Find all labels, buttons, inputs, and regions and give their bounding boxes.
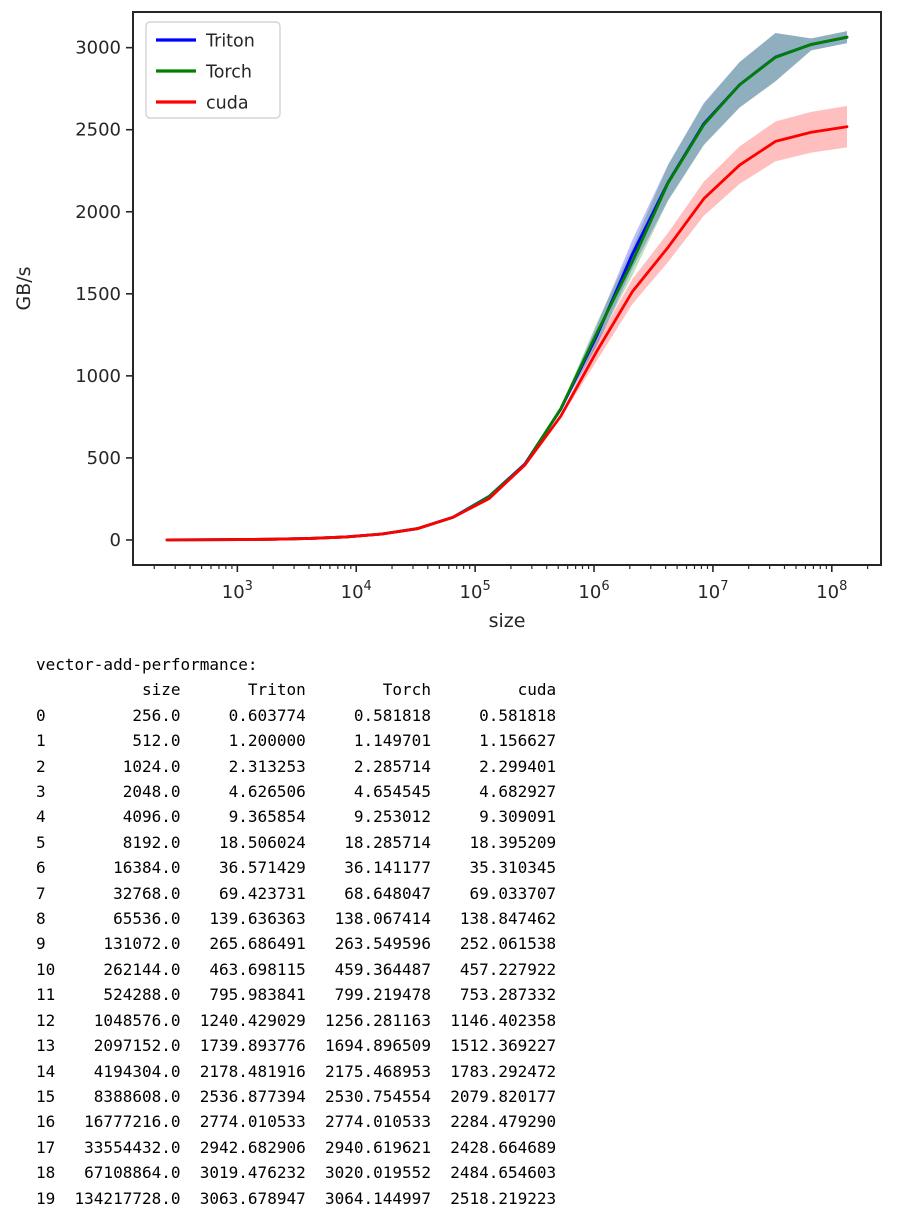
torch-band — [167, 31, 847, 540]
x-tick-label: 104 — [341, 579, 372, 603]
y-axis: 0 500 1000 1500 2000 2500 3000 — [75, 38, 133, 551]
performance-chart: 103 104 105 106 107 108 0 500 1000 1500 2000 2500 30… — [13, 11, 882, 632]
y-tick-label: 2500 — [75, 120, 121, 141]
cuda-band — [167, 106, 847, 540]
x-minor-ticks — [153, 565, 869, 569]
x-axis-label: size — [489, 610, 526, 632]
console-output: vector-add-performance: size Triton Torc… — [36, 652, 907, 1211]
triton-band — [167, 31, 847, 540]
x-tick-label: 105 — [460, 579, 491, 603]
plot-frame — [132, 11, 882, 566]
x-axis: 103 104 105 106 107 108 — [222, 565, 847, 603]
x-tick-label: 108 — [816, 579, 847, 603]
y-tick-label: 2000 — [75, 202, 121, 223]
y-axis-label: GB/s — [13, 266, 35, 310]
y-tick-label: 0 — [110, 530, 121, 551]
legend-label-cuda: cuda — [206, 94, 249, 114]
legend-label-triton: Triton — [205, 32, 255, 52]
x-tick-label: 106 — [578, 579, 609, 603]
legend-label-torch: Torch — [205, 63, 252, 83]
legend: Triton Torch cuda — [145, 21, 281, 119]
y-tick-label: 3000 — [75, 38, 121, 59]
y-tick-label: 1000 — [75, 366, 121, 387]
x-tick-label: 107 — [697, 579, 728, 603]
cuda-line — [165, 125, 849, 542]
table-title: vector-add-performance: — [36, 655, 258, 674]
x-tick-label: 103 — [222, 579, 253, 603]
y-tick-label: 500 — [87, 448, 121, 469]
data-table: size Triton Torch cuda 0 256.0 0.603774 … — [36, 680, 557, 1208]
y-tick-label: 1500 — [75, 284, 121, 305]
legend-box — [145, 21, 281, 119]
